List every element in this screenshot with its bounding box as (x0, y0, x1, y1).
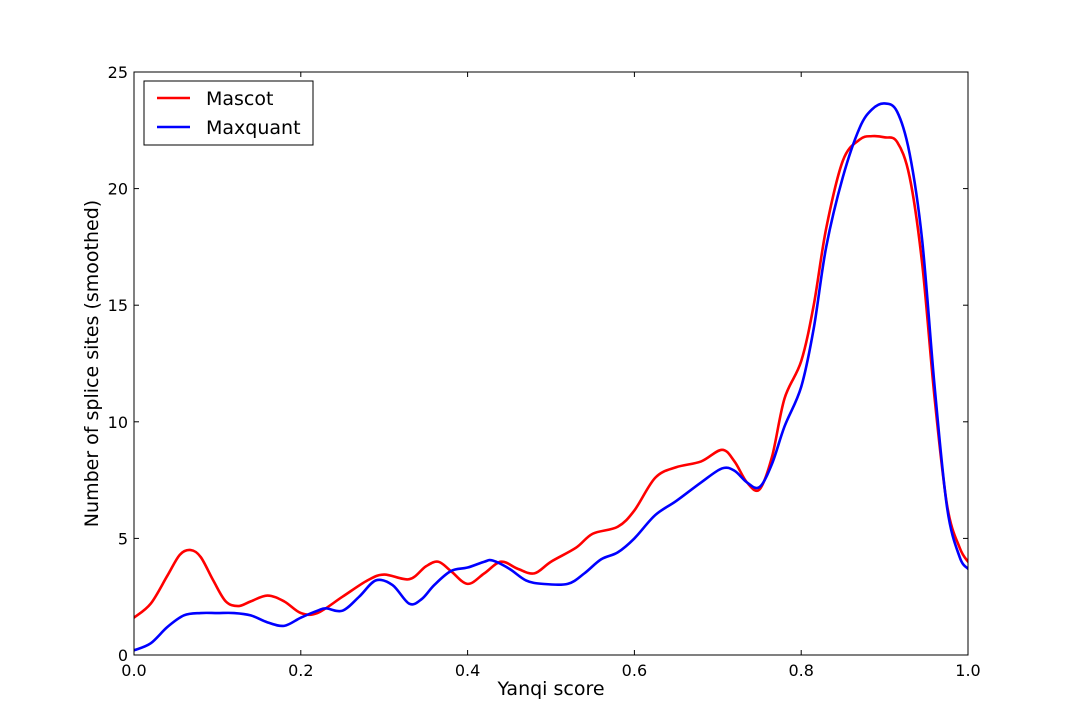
legend-box (143, 80, 314, 146)
legend-label-maxquant: Maxquant (206, 117, 301, 139)
y-tick-label: 10 (108, 413, 128, 432)
y-tick-label: 0 (118, 646, 128, 665)
y-tick-label: 5 (118, 529, 128, 548)
series-line-maxquant (134, 102, 968, 652)
ticks-layer: 0.0 0.2 0.4 0.6 0.8 1.0 0 5 10 15 20 25 (108, 63, 981, 680)
series-line-mascot (134, 134, 968, 619)
series-layer (134, 102, 968, 652)
x-tick-label: 0.8 (788, 661, 813, 680)
x-tick-label: 0.6 (622, 661, 647, 680)
y-tick-label: 15 (108, 296, 128, 315)
x-tick-label: 1.0 (955, 661, 980, 680)
plot-area-frame (133, 71, 969, 656)
y-tick-label: 25 (108, 63, 128, 82)
x-tick-label: 0.2 (288, 661, 313, 680)
x-tick-label: 0.0 (121, 661, 146, 680)
x-axis-label: Yanqi score (496, 678, 604, 700)
legend: Mascot Maxquant (143, 80, 314, 146)
legend-label-mascot: Mascot (206, 88, 273, 110)
y-axis-label: Number of splice sites (smoothed) (81, 200, 103, 527)
x-tick-label: 0.4 (455, 661, 480, 680)
y-tick-label: 20 (108, 180, 128, 199)
